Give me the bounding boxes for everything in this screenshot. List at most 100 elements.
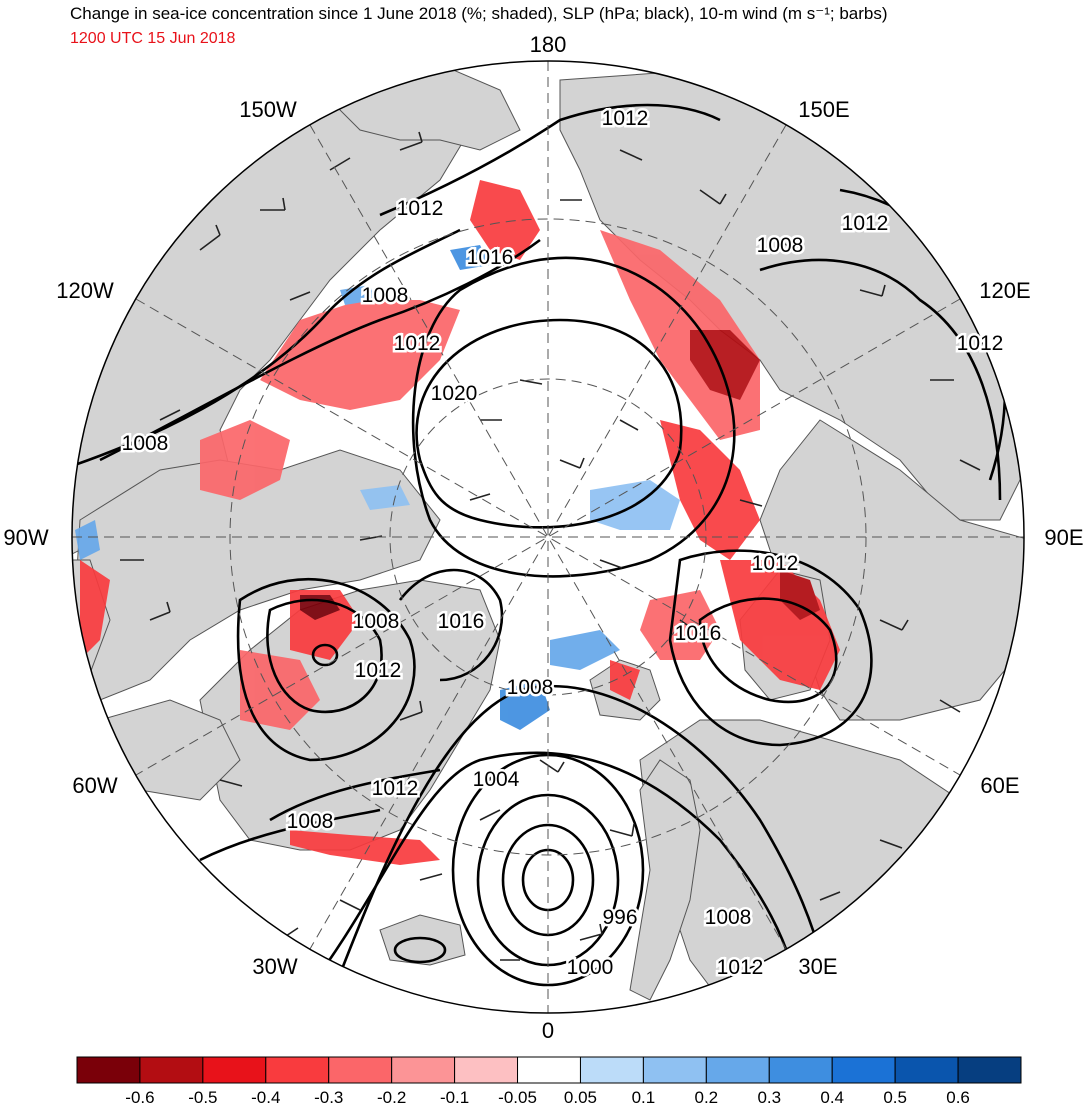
lon-label-0: 0 [542,1018,554,1043]
isobar-1008-east [759,258,1002,501]
isobar-small-low-1 [393,936,447,964]
slp-labels: 1012 1012 1008 1012 1012 1016 1008 1012 … [119,105,1006,982]
slp-label: 1008 [507,676,554,699]
isobar-1012-baffin [269,768,441,822]
colorbar-swatch [579,1056,644,1084]
slp-label: 1012 [842,212,889,235]
colorbar-tick-label: 0.2 [695,1088,719,1106]
colorbar-swatch [957,1056,1022,1084]
colorbar-swatch [705,1056,770,1084]
figure-title: Change in sea-ice concentration since 1 … [70,4,888,23]
slp-label: 1016 [675,622,722,645]
ice-change-layer [75,180,840,865]
isobar-1016-greenland [398,568,504,682]
slp-label: 1016 [438,610,485,633]
ice-loss-denmark [290,830,440,865]
slp-label: 1012 [602,107,649,130]
lon-label-30w: 30W [252,954,297,979]
slp-label: 1000 [567,956,614,979]
map-border [71,60,1025,1014]
slp-label: 1012 [372,777,419,800]
colorbar-tick-label: -0.5 [188,1088,217,1106]
slp-label: 1004 [473,768,520,791]
ice-gain-mcclure [340,285,375,305]
isobar-1020-high [415,318,683,529]
slp-label: 1012 [752,552,799,575]
ice-loss-laptev-core [690,330,760,400]
ice-loss-baffin [240,650,320,730]
slp-label: 1012 [957,332,1004,355]
isobar-1016-kara [698,597,838,704]
colorbar-tick-label: 0.3 [757,1088,781,1106]
ice-loss-beaufort [260,300,460,410]
isobar-1008-greenland [266,598,383,714]
slp-label: 1012 [355,659,402,682]
colorbar-swatch [265,1056,330,1084]
colorbar-tick-label: -0.4 [251,1088,280,1106]
colorbar-swatch [454,1056,519,1084]
colorbar: -0.6 -0.5 -0.4 -0.3 -0.2 -0.1 -0.05 0.05 0.1 0.2 0… [76,1056,1022,1106]
slp-label: 1008 [705,906,752,929]
colorbar-tick-label: -0.6 [125,1088,154,1106]
isobar-1008-west [72,228,461,472]
ice-loss-hudson [80,560,110,660]
isobar-1016-atl [328,684,832,1001]
slp-label: 1012 [397,197,444,220]
graticule [72,61,1024,1013]
ice-loss-chukchi [470,180,540,260]
lon-label-150e: 150E [798,97,849,122]
isobar-1012-west [99,238,541,462]
colorbar-tick-label: -0.2 [377,1088,406,1106]
slp-label: 1012 [717,956,764,979]
lon-label-30e: 30E [798,954,837,979]
slp-label: 1008 [287,810,334,833]
lon-label-60w: 60W [72,773,117,798]
lon-label-180: 180 [530,32,567,57]
slp-label: 1008 [122,432,169,455]
ice-gain-hudson [75,520,100,560]
valid-time-label: 1200 UTC 15 Jun 2018 [70,30,236,47]
ice-gain-fram-south [550,630,620,670]
ice-loss-canada [200,420,290,500]
slp-label: 1008 [362,284,409,307]
ice-loss-kara-core [780,570,820,620]
slp-label: 1008 [353,610,400,633]
longitude-labels: 180 150E 120E 90E 60E 30E 0 30W 60W 90W … [3,32,1083,1043]
lon-label-90e: 90E [1044,525,1083,550]
colorbar-swatch [328,1056,393,1084]
ice-gain-beaufort [450,245,490,270]
colorbar-tick-label: 0.6 [946,1088,970,1106]
slp-label: 1012 [394,332,441,355]
colorbar-tick-label: -0.1 [440,1088,469,1106]
lon-label-120e: 120E [979,278,1030,303]
colorbar-swatch [76,1056,141,1084]
lon-label-90w: 90W [3,525,48,550]
slp-label: 1016 [467,246,514,269]
ice-loss-svalbard [610,660,640,700]
colorbar-tick-label: 0.1 [632,1088,656,1106]
isobar-1012-greenland [236,577,416,762]
lon-label-120w: 120W [56,278,114,303]
colorbar-tick-label: -0.3 [314,1088,343,1106]
isobar-1012-kara [668,549,873,747]
isobar-small-low-2 [311,643,339,667]
colorbar-swatch [894,1056,959,1084]
slp-label: 996 [602,906,637,929]
slp-label: 1020 [431,382,478,405]
isobar-1012-north [379,103,721,217]
colorbar-tick-label: -0.05 [498,1088,537,1106]
colorbar-swatch [139,1056,204,1084]
ice-gain-nares [360,485,410,510]
colorbar-tick-label: 0.5 [883,1088,907,1106]
ice-loss-eastsib [660,420,760,560]
colorbar-swatch [642,1056,707,1084]
colorbar-swatch [517,1056,581,1084]
land-norway [629,759,701,1001]
ice-loss-barents [640,590,720,660]
colorbar-swatch [202,1056,267,1084]
colorbar-tick-label: 0.05 [564,1088,597,1106]
lon-label-60e: 60E [980,773,1019,798]
isobar-1016-central [411,256,736,578]
colorbar-swatch [391,1056,456,1084]
